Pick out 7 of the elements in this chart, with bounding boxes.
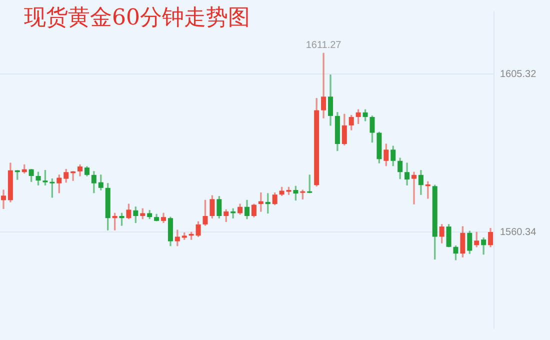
candlestick (0, 190, 6, 209)
candlestick (321, 52, 326, 118)
y-tick-label: 1560.34 (500, 226, 537, 238)
candlestick (411, 172, 416, 204)
y-tick-label: 1605.32 (500, 68, 537, 80)
chart-title: 现货黄金60分钟走势图 (24, 6, 250, 31)
annotation: 1611.27 (306, 40, 342, 51)
